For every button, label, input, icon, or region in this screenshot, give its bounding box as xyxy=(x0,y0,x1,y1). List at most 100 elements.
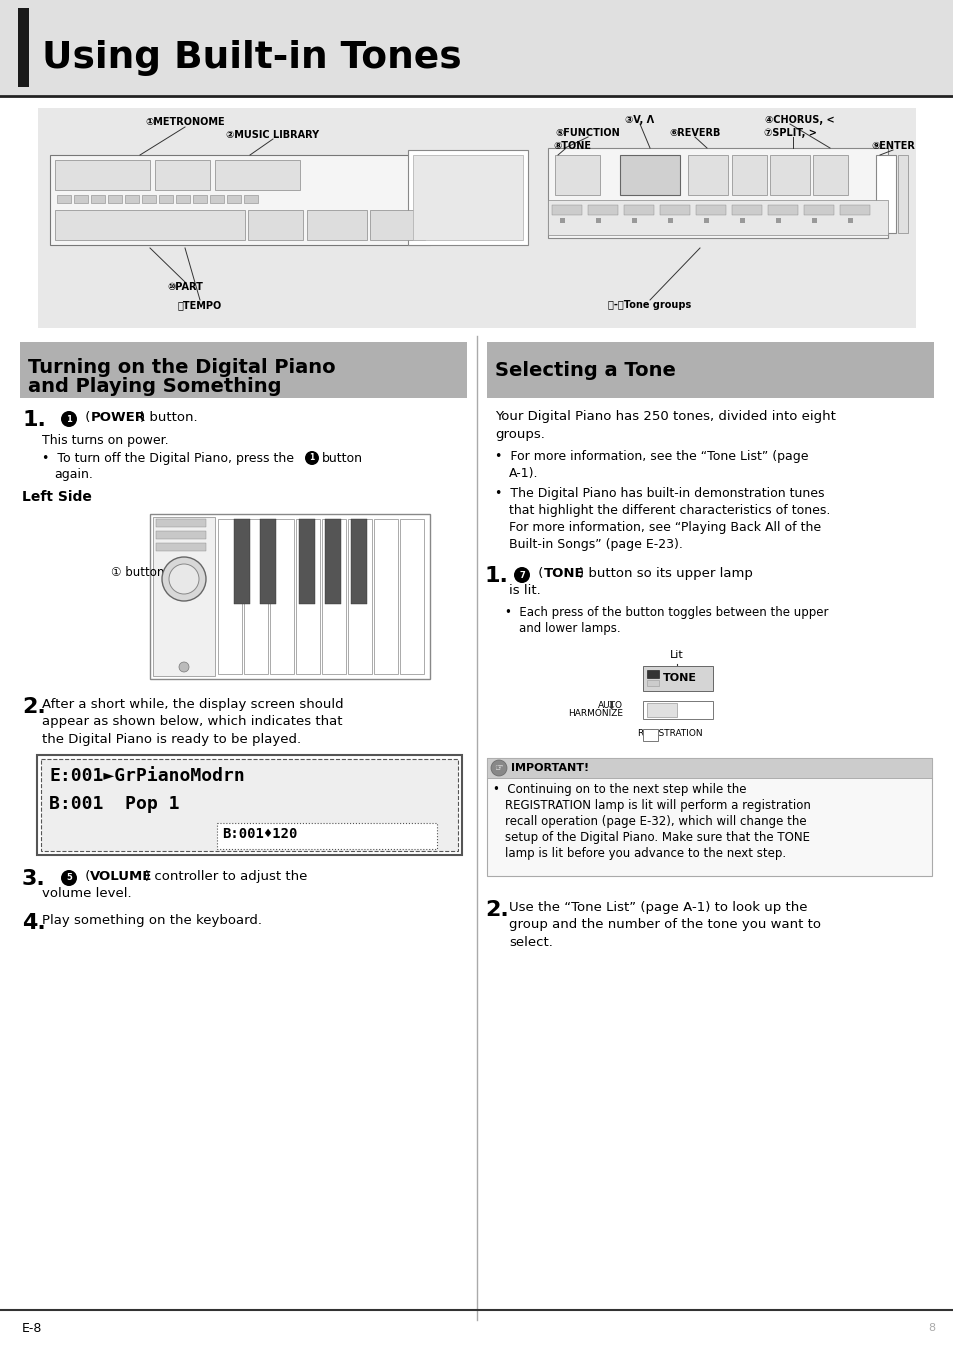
Text: Using Built-in Tones: Using Built-in Tones xyxy=(42,40,461,76)
Text: 1: 1 xyxy=(309,454,314,463)
Bar xyxy=(322,518,346,674)
Text: 5: 5 xyxy=(66,873,71,883)
Text: TONE: TONE xyxy=(543,567,584,580)
Bar xyxy=(619,155,679,194)
Bar xyxy=(159,194,172,202)
Text: ⑦SPLIT, >: ⑦SPLIT, > xyxy=(762,128,816,138)
Text: ⑥REVERB: ⑥REVERB xyxy=(669,128,720,138)
Circle shape xyxy=(162,558,206,601)
Text: appear as shown below, which indicates that: appear as shown below, which indicates t… xyxy=(42,716,342,728)
Bar xyxy=(38,108,915,328)
Bar xyxy=(642,729,658,741)
Bar xyxy=(259,518,275,605)
Bar xyxy=(740,217,744,223)
Bar xyxy=(227,194,241,202)
Bar xyxy=(552,205,581,215)
Bar xyxy=(295,518,319,674)
Text: and lower lamps.: and lower lamps. xyxy=(518,622,620,634)
Text: This turns on power.: This turns on power. xyxy=(42,433,169,447)
Text: ) controller to adjust the: ) controller to adjust the xyxy=(145,869,307,883)
Bar xyxy=(547,148,887,238)
Text: ①METRONOME: ①METRONOME xyxy=(145,117,225,127)
Text: Use the “Tone List” (page A-1) to look up the: Use the “Tone List” (page A-1) to look u… xyxy=(509,900,806,914)
Bar xyxy=(156,543,206,551)
Bar xyxy=(811,217,816,223)
Text: Built-in Songs” (page E-23).: Built-in Songs” (page E-23). xyxy=(509,539,682,551)
Text: Your Digital Piano has 250 tones, divided into eight: Your Digital Piano has 250 tones, divide… xyxy=(495,410,835,423)
Bar xyxy=(214,161,299,190)
Text: •  For more information, see the “Tone List” (page: • For more information, see the “Tone Li… xyxy=(495,450,807,463)
Bar xyxy=(248,211,303,240)
Bar xyxy=(559,217,564,223)
Bar xyxy=(20,342,467,398)
Text: POWER: POWER xyxy=(91,410,146,424)
Bar xyxy=(555,155,599,194)
Circle shape xyxy=(61,869,77,886)
Text: Selecting a Tone: Selecting a Tone xyxy=(495,360,675,379)
Bar xyxy=(324,518,340,605)
Bar xyxy=(175,194,190,202)
Bar xyxy=(55,211,245,240)
Bar xyxy=(156,518,206,526)
Text: ① button: ① button xyxy=(111,566,164,579)
Text: volume level.: volume level. xyxy=(42,887,132,900)
Bar xyxy=(840,205,869,215)
Text: E:001►GrPianoModrn: E:001►GrPianoModrn xyxy=(49,767,245,784)
Bar xyxy=(270,518,294,674)
Text: 8: 8 xyxy=(927,1323,934,1332)
Text: ②MUSIC LIBRARY: ②MUSIC LIBRARY xyxy=(226,130,319,140)
Text: REGISTRATION: REGISTRATION xyxy=(637,729,702,738)
Text: IMPORTANT!: IMPORTANT! xyxy=(511,763,589,774)
Bar xyxy=(767,205,797,215)
Bar xyxy=(687,155,727,194)
Bar xyxy=(408,150,527,244)
Bar xyxy=(142,194,156,202)
Text: ④CHORUS, <: ④CHORUS, < xyxy=(764,115,834,126)
Text: (: ( xyxy=(81,869,91,883)
Bar xyxy=(696,205,725,215)
Bar xyxy=(125,194,139,202)
Circle shape xyxy=(169,564,199,594)
Text: 2.: 2. xyxy=(22,697,46,717)
Bar xyxy=(596,217,600,223)
Text: ⑨ENTER: ⑨ENTER xyxy=(870,140,914,151)
Text: button: button xyxy=(322,452,363,464)
Bar xyxy=(348,518,372,674)
Text: setup of the Digital Piano. Make sure that the TONE: setup of the Digital Piano. Make sure th… xyxy=(504,832,809,844)
Bar xyxy=(370,211,424,240)
Bar xyxy=(667,217,672,223)
Text: •  Each press of the button toggles between the upper: • Each press of the button toggles betwe… xyxy=(504,606,827,620)
Bar xyxy=(193,194,207,202)
Bar xyxy=(307,211,367,240)
Text: (: ( xyxy=(81,410,91,424)
Text: After a short while, the display screen should: After a short while, the display screen … xyxy=(42,698,343,711)
Bar xyxy=(646,703,677,717)
Bar xyxy=(210,194,224,202)
Text: A-1).: A-1). xyxy=(509,467,537,481)
Bar xyxy=(351,518,366,605)
Bar xyxy=(769,155,809,194)
Text: recall operation (page E-32), which will change the: recall operation (page E-32), which will… xyxy=(504,815,806,828)
Text: ) button so its upper lamp: ) button so its upper lamp xyxy=(578,567,752,580)
Bar xyxy=(216,824,436,849)
Text: select.: select. xyxy=(509,936,553,949)
Bar xyxy=(646,670,659,678)
Bar xyxy=(631,217,637,223)
Bar xyxy=(875,155,895,234)
Bar xyxy=(547,200,887,235)
Bar xyxy=(298,518,314,605)
Text: B:001♦120: B:001♦120 xyxy=(222,828,297,841)
Text: ③V, Λ: ③V, Λ xyxy=(625,115,654,126)
Bar xyxy=(91,194,105,202)
Bar xyxy=(156,531,206,539)
Text: Lit: Lit xyxy=(669,649,683,660)
Text: VOLUME: VOLUME xyxy=(90,869,152,883)
Bar xyxy=(154,161,210,190)
Text: ⑤FUNCTION: ⑤FUNCTION xyxy=(555,128,619,138)
Text: •  The Digital Piano has built-in demonstration tunes: • The Digital Piano has built-in demonst… xyxy=(495,487,823,500)
Bar xyxy=(897,155,907,234)
Bar xyxy=(0,0,953,95)
Text: ) button.: ) button. xyxy=(140,410,197,424)
Bar xyxy=(37,755,461,855)
Bar xyxy=(659,205,689,215)
